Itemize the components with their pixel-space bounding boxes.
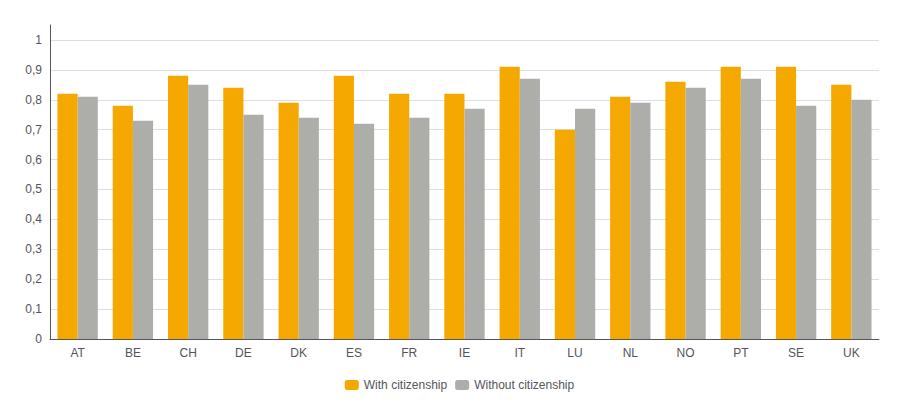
svg-text:CH: CH	[179, 346, 196, 360]
svg-text:0,3: 0,3	[25, 242, 42, 256]
svg-text:With citizenship: With citizenship	[364, 378, 448, 392]
svg-text:IE: IE	[459, 346, 470, 360]
svg-text:FR: FR	[401, 346, 417, 360]
svg-text:ES: ES	[346, 346, 362, 360]
svg-text:0,7: 0,7	[25, 123, 42, 137]
svg-text:0,4: 0,4	[25, 212, 42, 226]
svg-text:IT: IT	[514, 346, 525, 360]
svg-text:0,2: 0,2	[25, 272, 42, 286]
svg-text:UK: UK	[843, 346, 860, 360]
svg-text:DE: DE	[235, 346, 252, 360]
svg-text:0,5: 0,5	[25, 182, 42, 196]
svg-text:0,1: 0,1	[25, 302, 42, 316]
svg-text:LU: LU	[567, 346, 582, 360]
svg-text:NL: NL	[623, 346, 639, 360]
svg-text:SE: SE	[788, 346, 804, 360]
svg-text:0: 0	[35, 332, 42, 346]
svg-text:1: 1	[35, 33, 42, 47]
svg-text:Without citizenship: Without citizenship	[474, 378, 574, 392]
svg-text:DK: DK	[290, 346, 307, 360]
svg-text:PT: PT	[733, 346, 749, 360]
svg-text:BE: BE	[125, 346, 141, 360]
svg-text:0,6: 0,6	[25, 153, 42, 167]
svg-text:AT: AT	[70, 346, 85, 360]
svg-text:0,9: 0,9	[25, 63, 42, 77]
svg-text:0,8: 0,8	[25, 93, 42, 107]
svg-text:NO: NO	[677, 346, 695, 360]
